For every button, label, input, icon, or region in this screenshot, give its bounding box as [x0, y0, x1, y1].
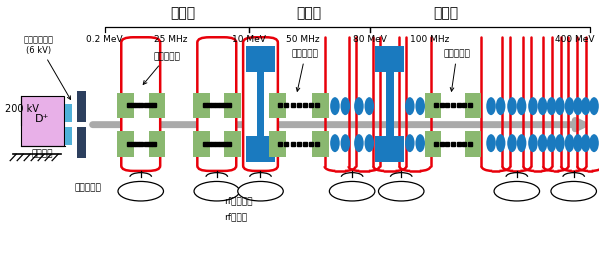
Ellipse shape	[581, 97, 590, 115]
Text: 四重極磁石: 四重極磁石	[292, 49, 319, 91]
Circle shape	[194, 181, 239, 201]
Ellipse shape	[528, 134, 538, 152]
Bar	[246, 46, 275, 72]
Ellipse shape	[341, 134, 350, 152]
Circle shape	[329, 181, 375, 201]
Text: 四重極磁石: 四重極磁石	[443, 49, 470, 91]
Bar	[65, 104, 73, 122]
Text: rfアンプ: rfアンプ	[224, 213, 248, 222]
Bar	[312, 93, 329, 118]
Ellipse shape	[517, 97, 526, 115]
Ellipse shape	[538, 134, 547, 152]
Circle shape	[118, 181, 163, 201]
Ellipse shape	[486, 97, 496, 115]
Text: イオン源: イオン源	[32, 150, 53, 159]
Ellipse shape	[365, 97, 374, 115]
Text: ソレノイド: ソレノイド	[143, 52, 180, 84]
Bar	[269, 93, 286, 118]
Text: 50 MHz: 50 MHz	[286, 35, 319, 44]
Bar	[465, 131, 481, 157]
Ellipse shape	[486, 134, 496, 152]
Ellipse shape	[496, 97, 505, 115]
Ellipse shape	[415, 134, 425, 152]
Bar	[77, 91, 86, 122]
Bar	[376, 46, 404, 72]
Bar	[425, 131, 442, 157]
Ellipse shape	[565, 134, 574, 152]
Bar	[193, 131, 210, 157]
Ellipse shape	[405, 134, 415, 152]
Text: 100 MHz: 100 MHz	[410, 35, 449, 44]
Circle shape	[551, 181, 596, 201]
Ellipse shape	[365, 134, 374, 152]
Ellipse shape	[555, 134, 565, 152]
Bar	[246, 136, 275, 162]
FancyBboxPatch shape	[243, 37, 278, 171]
Text: 中速部: 中速部	[296, 6, 321, 20]
Bar	[376, 136, 404, 162]
Ellipse shape	[547, 97, 556, 115]
Text: チョッパー: チョッパー	[74, 183, 101, 192]
Bar	[65, 127, 73, 145]
Text: rfカプラー: rfカプラー	[224, 196, 253, 205]
Circle shape	[494, 181, 539, 201]
Ellipse shape	[341, 97, 350, 115]
Ellipse shape	[573, 97, 583, 115]
Bar	[149, 93, 165, 118]
Ellipse shape	[589, 134, 599, 152]
Text: 10 MeV: 10 MeV	[232, 35, 265, 44]
Text: 400 MeV: 400 MeV	[555, 35, 595, 44]
Ellipse shape	[517, 134, 526, 152]
Bar	[386, 72, 394, 136]
Ellipse shape	[538, 97, 547, 115]
Circle shape	[379, 181, 424, 201]
Bar	[257, 72, 265, 136]
Bar	[425, 93, 442, 118]
Ellipse shape	[547, 134, 556, 152]
Ellipse shape	[496, 134, 505, 152]
Ellipse shape	[507, 97, 517, 115]
Ellipse shape	[528, 97, 538, 115]
Bar	[77, 127, 86, 158]
FancyBboxPatch shape	[121, 37, 160, 171]
Bar	[224, 93, 241, 118]
Ellipse shape	[405, 97, 415, 115]
Ellipse shape	[330, 134, 340, 152]
Ellipse shape	[581, 134, 590, 152]
Ellipse shape	[555, 97, 565, 115]
Bar	[193, 93, 210, 118]
Text: 25 MHz: 25 MHz	[154, 35, 187, 44]
Text: 高速部: 高速部	[434, 6, 459, 20]
Text: D⁺: D⁺	[35, 114, 50, 124]
Bar	[21, 96, 64, 146]
Bar	[224, 131, 241, 157]
Bar	[269, 131, 286, 157]
Text: 80 MeV: 80 MeV	[353, 35, 387, 44]
Bar	[465, 93, 481, 118]
Text: 低速部: 低速部	[170, 6, 195, 20]
Bar	[312, 131, 329, 157]
Ellipse shape	[330, 97, 340, 115]
Ellipse shape	[415, 97, 425, 115]
Bar	[149, 131, 165, 157]
Text: 200 kV: 200 kV	[5, 104, 38, 114]
Ellipse shape	[354, 97, 364, 115]
Ellipse shape	[354, 134, 364, 152]
Text: 引き出し電極
(6 kV): 引き出し電極 (6 kV)	[24, 35, 71, 99]
Bar	[118, 93, 134, 118]
Text: 0.2 MeV: 0.2 MeV	[86, 35, 123, 44]
Bar	[118, 131, 134, 157]
Ellipse shape	[573, 134, 583, 152]
Ellipse shape	[565, 97, 574, 115]
Circle shape	[238, 181, 283, 201]
FancyBboxPatch shape	[197, 37, 236, 171]
Ellipse shape	[589, 97, 599, 115]
Ellipse shape	[507, 134, 517, 152]
